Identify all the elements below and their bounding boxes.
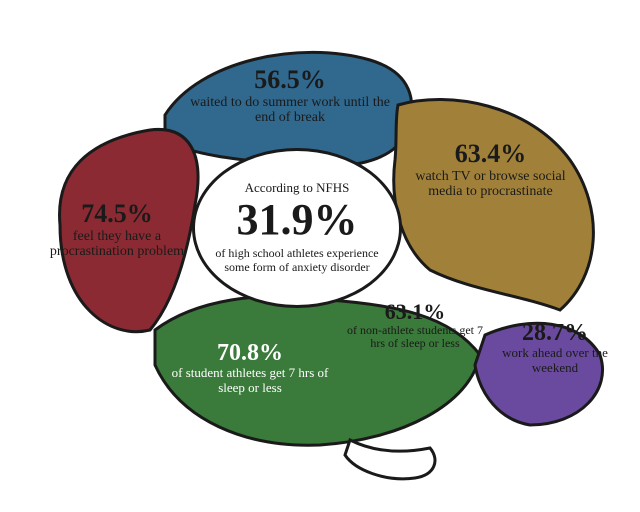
stat-red-desc: feel they have a procrastination problem [42, 229, 192, 260]
stat-green-right-desc: of non-athlete students get 7 hrs of sle… [340, 324, 490, 350]
center-posttext: of high school athletes experience some … [215, 246, 379, 275]
brain-stem [345, 440, 435, 479]
stat-purple: 28.7% work ahead over the weekend [490, 320, 620, 375]
stat-red: 74.5% feel they have a procrastination p… [42, 200, 192, 259]
stat-purple-pct: 28.7% [490, 320, 620, 346]
stat-purple-desc: work ahead over the weekend [490, 346, 620, 375]
stat-green-right: 63.1% of non-athlete students get 7 hrs … [340, 300, 490, 351]
stat-blue: 56.5% waited to do summer work until the… [180, 66, 400, 125]
center-percentage: 31.9% [237, 198, 358, 242]
stat-blue-desc: waited to do summer work until the end o… [180, 95, 400, 126]
stat-red-pct: 74.5% [42, 200, 192, 229]
stat-green-left: 70.8% of student athletes get 7 hrs of s… [170, 340, 330, 395]
stat-gold-desc: watch TV or browse social media to procr… [398, 169, 583, 200]
stat-blue-pct: 56.5% [180, 66, 400, 95]
stat-green-left-desc: of student athletes get 7 hrs of sleep o… [170, 366, 330, 395]
stat-gold: 63.4% watch TV or browse social media to… [398, 140, 583, 199]
stat-green-right-pct: 63.1% [340, 300, 490, 324]
stat-green-left-pct: 70.8% [170, 340, 330, 366]
stat-gold-pct: 63.4% [398, 140, 583, 169]
center-stat-oval: According to NFHS 31.9% of high school a… [192, 148, 402, 308]
brain-infographic: According to NFHS 31.9% of high school a… [0, 0, 640, 512]
region-gold [394, 100, 594, 310]
center-pretext: According to NFHS [245, 181, 350, 195]
